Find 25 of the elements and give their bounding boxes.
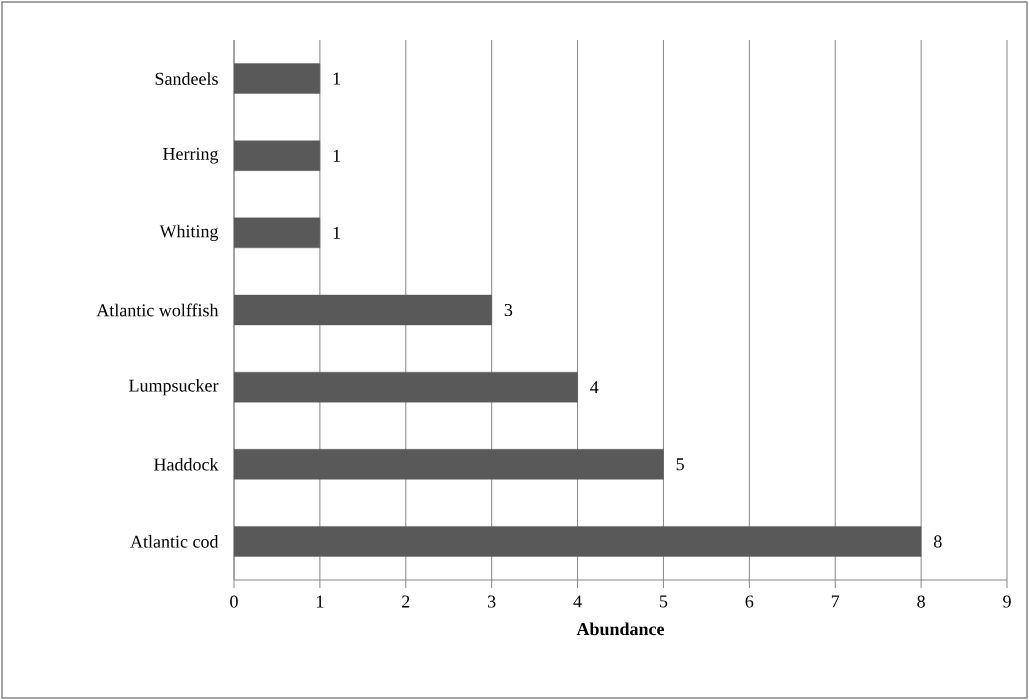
y-tick-label: Atlantic cod <box>130 535 219 548</box>
x-tick-label: 9 <box>1003 595 1011 608</box>
data-label: 5 <box>676 458 684 471</box>
x-tick-label: 2 <box>402 595 410 608</box>
data-label: 1 <box>333 226 341 239</box>
data-label: 4 <box>590 381 599 394</box>
x-axis-title: Abundance <box>576 622 665 636</box>
data-label: 8 <box>934 535 942 548</box>
x-tick-label: 6 <box>745 595 754 608</box>
x-tick-label: 1 <box>316 595 324 608</box>
y-tick-label: Atlantic wolffish <box>96 303 219 317</box>
data-label: 1 <box>333 149 341 162</box>
x-tick-label: 3 <box>488 595 496 608</box>
y-tick-label: Lumpsucker <box>129 378 219 396</box>
y-tick-label: Herring <box>163 147 219 164</box>
x-tick-label: 7 <box>831 595 840 608</box>
y-tick-label: Haddock <box>154 457 219 471</box>
data-label: 1 <box>333 72 341 85</box>
x-tick-label: 5 <box>660 595 668 608</box>
y-tick-label: Whiting <box>159 224 219 242</box>
data-label: 3 <box>504 303 513 317</box>
x-tick-label: 0 <box>230 595 238 608</box>
x-tick-label: 8 <box>917 595 925 608</box>
y-tick-label: Sandeels <box>155 72 218 85</box>
x-tick-label: 4 <box>573 595 582 608</box>
